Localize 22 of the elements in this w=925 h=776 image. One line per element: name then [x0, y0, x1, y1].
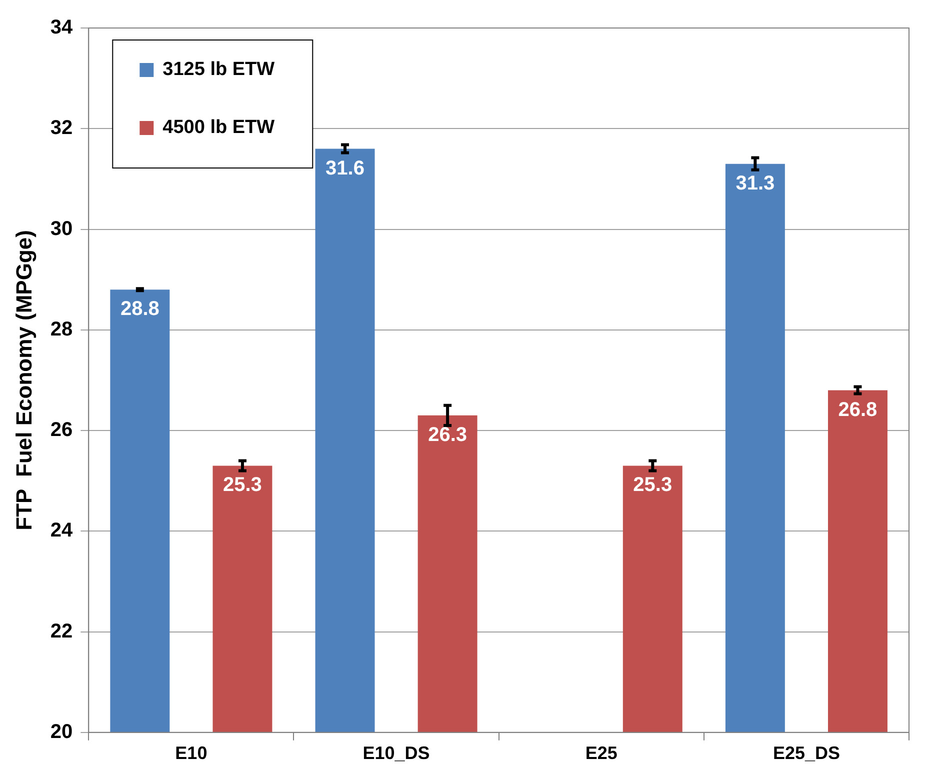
x-tick-label: E25	[585, 743, 618, 764]
data-label: 28.8	[120, 298, 160, 320]
y-tick-label: 26	[50, 419, 73, 442]
x-tick-label: E10_DS	[362, 743, 430, 764]
legend-label: 4500 lb ETW	[162, 117, 275, 138]
data-label: 25.3	[633, 474, 672, 496]
y-tick-label: 32	[50, 117, 73, 140]
y-tick-label: 20	[50, 720, 73, 743]
x-tick-label: E10	[175, 743, 208, 764]
y-tick-label: 34	[50, 16, 74, 39]
data-label: 26.8	[838, 398, 878, 421]
y-tick-label: 22	[50, 620, 73, 642]
x-tick-label: E25_DS	[772, 743, 840, 764]
y-axis-title: FTP Fuel Economy (MPGge)	[11, 230, 36, 530]
y-tick-label: 30	[50, 218, 73, 240]
data-label: 31.6	[326, 157, 364, 180]
y-tick-label: 28	[50, 318, 73, 340]
y-tick-label: 24	[50, 520, 74, 542]
data-label: 25.3	[222, 474, 262, 496]
data-label: 31.3	[736, 172, 775, 194]
legend-label: 3125 lb ETW	[162, 59, 275, 80]
data-label: 26.3	[428, 424, 468, 446]
